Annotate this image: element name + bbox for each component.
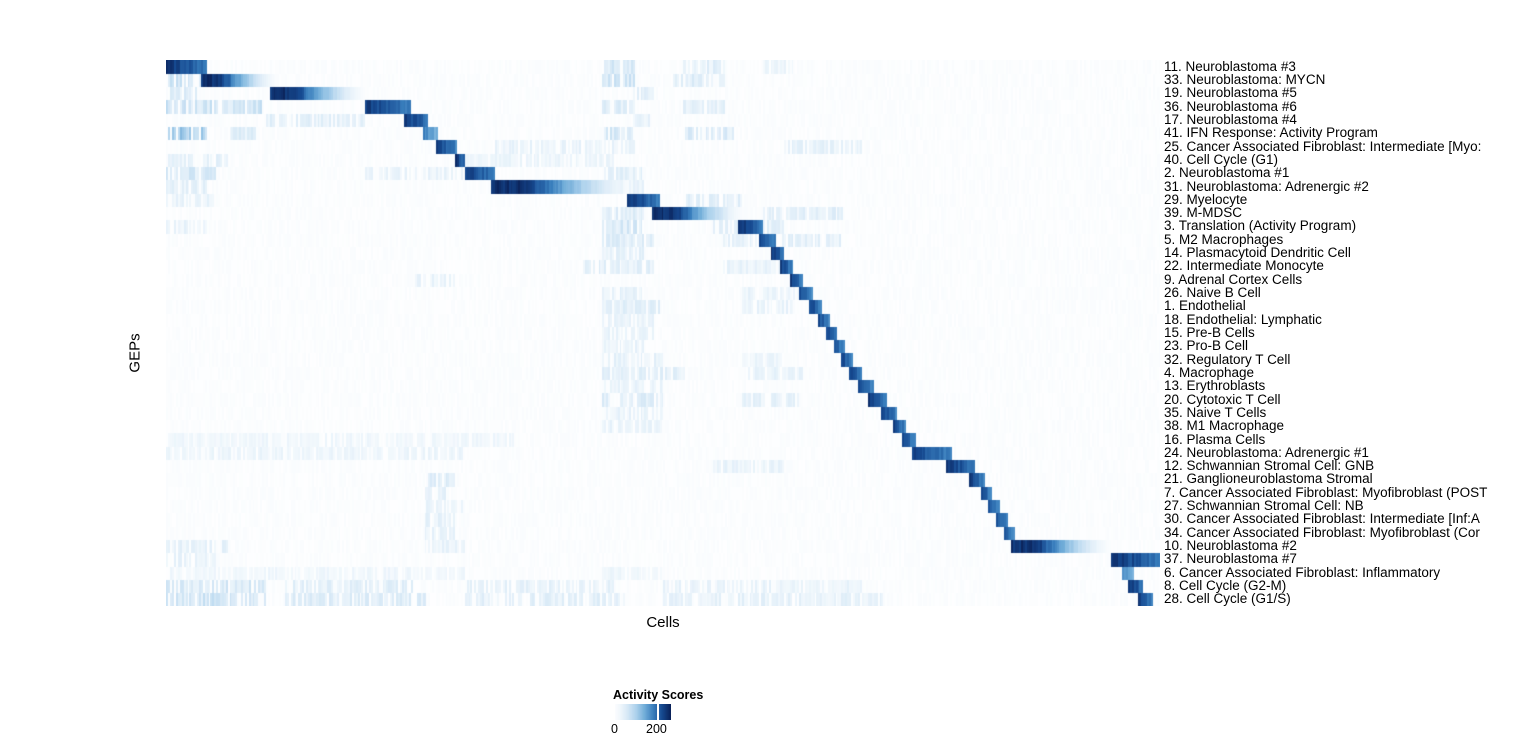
gep-row-label: 41. IFN Response: Activity Program xyxy=(1164,125,1378,141)
gep-row-label: 14. Plasmacytoid Dendritic Cell xyxy=(1164,245,1351,261)
gep-row-label: 13. Erythroblasts xyxy=(1164,378,1266,394)
gep-row-label: 39. M-MDSC xyxy=(1164,205,1243,221)
gep-row-label: 27. Schwannian Stromal Cell: NB xyxy=(1164,498,1364,514)
gep-row-label: 36. Neuroblastoma #6 xyxy=(1164,98,1297,114)
gep-row-label: 9. Adrenal Cortex Cells xyxy=(1164,271,1303,287)
y-axis-title: GEPs xyxy=(126,333,144,373)
gep-row-label: 21. Ganglioneuroblastoma Stromal xyxy=(1164,471,1373,487)
gep-row-label: 34. Cancer Associated Fibroblast: Myofib… xyxy=(1164,524,1480,540)
gep-row-label: 2. Neuroblastoma #1 xyxy=(1164,165,1290,181)
gep-row-label: 11. Neuroblastoma #3 xyxy=(1164,60,1296,74)
colorbar-legend: Activity Scores 0 200 xyxy=(611,688,813,743)
gep-row-label: 20. Cytotoxic T Cell xyxy=(1164,391,1281,407)
gep-row-label: 32. Regulatory T Cell xyxy=(1164,351,1291,367)
colorbar-tick-label-200: 200 xyxy=(646,722,667,736)
colorbar-bar xyxy=(613,704,671,720)
gep-row-label: 8. Cell Cycle (G2-M) xyxy=(1164,578,1287,594)
gep-row-label: 28. Cell Cycle (G1/S) xyxy=(1164,591,1291,606)
gep-row-label: 1. Endothelial xyxy=(1164,298,1246,314)
gep-row-label: 10. Neuroblastoma #2 xyxy=(1164,538,1297,554)
gep-row-label: 17. Neuroblastoma #4 xyxy=(1164,111,1297,127)
colorbar-gradient xyxy=(613,704,671,720)
gep-row-label: 35. Naive T Cells xyxy=(1164,404,1267,420)
colorbar-tick-label-0: 0 xyxy=(611,722,618,736)
heatmap-plot-area: GEPs Cells xyxy=(127,60,1160,631)
colorbar-title: Activity Scores xyxy=(613,688,704,702)
gep-row-label: 22. Intermediate Monocyte xyxy=(1164,258,1324,274)
gep-row-label: 24. Neuroblastoma: Adrenergic #1 xyxy=(1164,444,1369,460)
colorbar-tick-0 xyxy=(613,704,615,720)
gep-row-label: 12. Schwannian Stromal Cell: GNB xyxy=(1164,458,1375,474)
gep-row-label: 3. Translation (Activity Program) xyxy=(1164,218,1357,234)
gep-row-label: 4. Macrophage xyxy=(1164,364,1255,380)
gep-row-label: 7. Cancer Associated Fibroblast: Myofibr… xyxy=(1164,484,1488,500)
gep-row-label: 31. Neuroblastoma: Adrenergic #2 xyxy=(1164,178,1369,194)
gep-row-label: 18. Endothelial: Lymphatic xyxy=(1164,311,1322,327)
gep-row-label: 38. M1 Macrophage xyxy=(1164,418,1285,434)
heatmap-image xyxy=(166,60,1160,606)
gep-row-label: 19. Neuroblastoma #5 xyxy=(1164,85,1297,101)
gep-row-label: 33. Neuroblastoma: MYCN xyxy=(1164,71,1326,87)
x-axis-title: Cells xyxy=(646,614,680,631)
gep-row-label: 26. Naive B Cell xyxy=(1164,285,1261,301)
gep-row-label: 29. Myelocyte xyxy=(1164,191,1248,207)
gep-row-label: 6. Cancer Associated Fibroblast: Inflamm… xyxy=(1164,564,1441,580)
gep-row-label: 23. Pro-B Cell xyxy=(1164,338,1249,354)
gep-row-label: 16. Plasma Cells xyxy=(1164,431,1266,447)
gep-row-label: 25. Cancer Associated Fibroblast: Interm… xyxy=(1164,138,1482,154)
gep-row-label-list: 11. Neuroblastoma #3 33. Neuroblastoma: M… xyxy=(1164,60,1540,606)
gep-row-label: 30. Cancer Associated Fibroblast: Interm… xyxy=(1164,511,1480,527)
gep-row-label: 5. M2 Macrophages xyxy=(1164,231,1284,247)
gep-row-label: 40. Cell Cycle (G1) xyxy=(1164,151,1279,167)
gep-row-label: 37. Neuroblastoma #7 xyxy=(1164,551,1297,567)
gep-row-label: 15. Pre-B Cells xyxy=(1164,325,1255,340)
colorbar-tick-200 xyxy=(657,704,659,720)
